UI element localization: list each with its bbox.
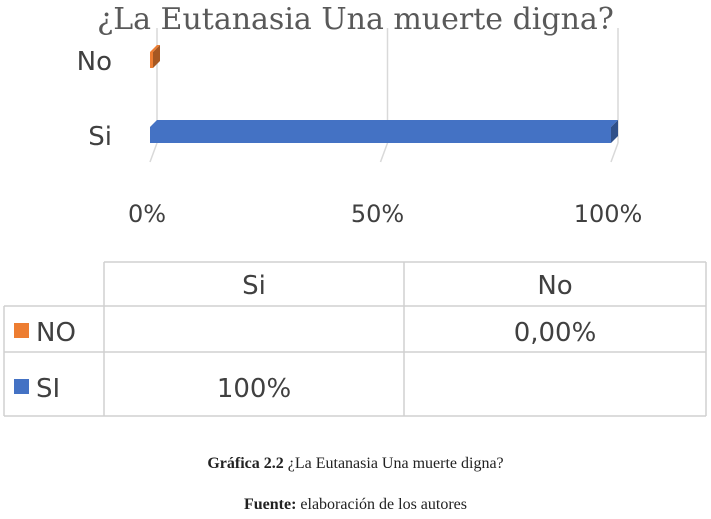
legend-key-si [14,379,29,394]
x-tick-label-0: 0% [128,200,166,228]
bar-side-si-0 [611,120,618,143]
category-label-1: No [77,47,112,77]
gridline-floor-1 [379,142,389,163]
legend-label-no: NO [36,318,76,348]
table-cell-0-1: 0,00% [514,318,597,348]
bar-side-no-1 [153,45,160,68]
bar-top-no-1 [150,45,160,52]
figure-caption: Gráfica 2.2 ¿La Eutanasia Una muerte dig… [0,455,711,473]
figure-label: Gráfica 2.2 [207,455,284,472]
bar-top-si-0 [150,120,618,127]
legend-key-no [14,323,29,338]
bar-no-1 [150,52,153,68]
x-tick-label-1: 50% [351,200,404,228]
bar-si-0 [150,127,611,143]
table-header-0: Si [242,271,266,301]
chart-title: ¿La Eutanasia Una muerte digna? [97,2,614,37]
source-label: Fuente: [243,496,297,513]
legend-label-si: SI [36,374,60,404]
source-text: elaboración de los autores [300,496,468,513]
x-tick-label-2: 100% [574,200,643,228]
chart-svg: Si No 0% 50% 100% Si No NO 0,00% SI 100% [3,28,707,417]
chart: ¿La Eutanasia Una muerte digna? Si No 0% 50… [3,2,707,417]
table-header-1: No [537,271,572,301]
figure-text: ¿La Eutanasia Una muerte digna? [287,455,504,472]
gridline-floor-0 [149,142,158,163]
source-caption: Fuente: elaboración de los autores [0,496,711,514]
category-label-0: Si [88,122,112,152]
gridline-floor-2 [610,142,619,163]
table-cell-1-0: 100% [217,374,291,404]
